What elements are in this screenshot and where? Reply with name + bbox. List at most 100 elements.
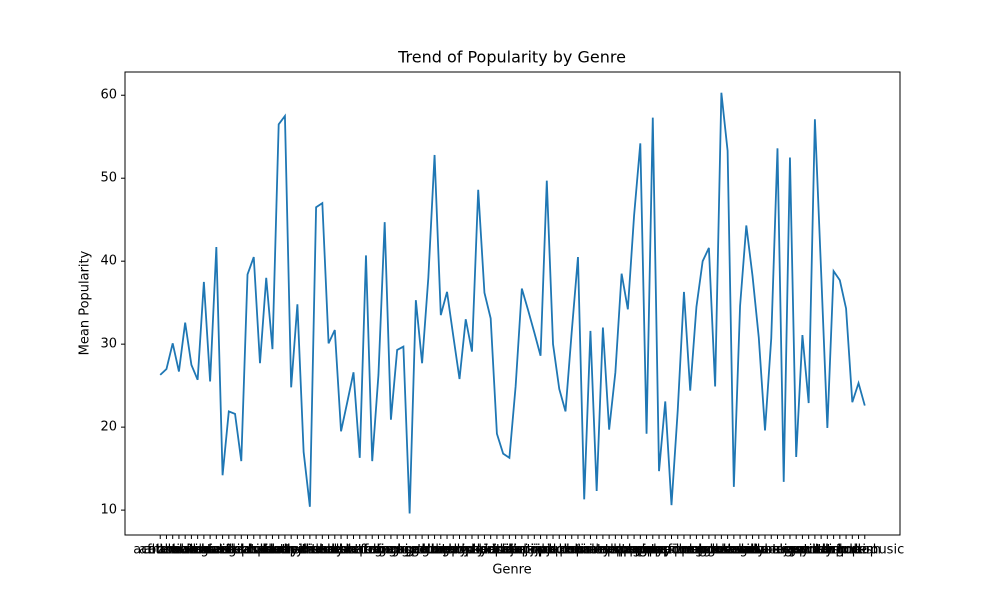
x-tick-label: trance <box>825 543 867 558</box>
x-tick-label: garage <box>374 543 420 558</box>
x-tick-label: ska <box>773 543 795 558</box>
x-tick-label: guitar <box>422 543 461 558</box>
x-tick-label: rockabilly <box>703 543 766 558</box>
x-tick-label: groove <box>406 543 451 558</box>
x-tick-label: heavy-metal <box>431 543 512 558</box>
x-tick-label: new-age <box>600 543 656 558</box>
x-tick-label: romance <box>712 543 769 558</box>
x-tick-label: j-pop <box>529 543 563 558</box>
x-tick-label: grunge <box>411 543 457 558</box>
x-tick-label: psych-rock <box>649 543 720 558</box>
x-tick-label: salsa <box>736 543 769 558</box>
x-tick-label: edm <box>333 543 362 558</box>
y-tick-label: 30 <box>100 337 117 352</box>
x-tick-label: sertanejo <box>735 543 796 558</box>
x-tick-label: chicago-house <box>194 543 288 558</box>
x-tick-label: opera <box>615 543 653 558</box>
x-tick-label: soul <box>789 543 816 558</box>
y-tick-label: 50 <box>100 171 117 186</box>
x-tick-label: r-n-b <box>687 543 717 558</box>
x-tick-label: reggaeton <box>682 543 749 558</box>
x-tick-label: piano <box>635 543 671 558</box>
x-tick-label: spanish <box>784 543 834 558</box>
x-tick-label: hard-rock <box>422 543 484 558</box>
x-tick-label: electro <box>331 543 376 558</box>
x-tick-label: singer-songwriter <box>721 543 835 558</box>
x-tick-label: techno <box>817 543 862 558</box>
x-tick-label: french <box>364 543 405 558</box>
x-tick-label: j-idol <box>524 543 557 558</box>
y-tick-label: 40 <box>100 254 117 269</box>
x-tick-label: pop <box>647 543 671 558</box>
x-tick-label: deep-house <box>265 543 341 558</box>
x-tick-label: cantopop <box>205 543 266 558</box>
x-tick-label: idm <box>485 543 510 558</box>
x-tick-label: world-music <box>825 543 904 558</box>
x-tick-label: bluegrass <box>172 543 235 558</box>
x-tick-label: rock <box>708 543 736 558</box>
x-tick-label: j-dance <box>509 543 558 558</box>
x-tick-label: study <box>797 543 833 558</box>
x-tick-label: punk <box>674 543 707 558</box>
x-tick-label: ambient <box>158 543 212 558</box>
x-tick-label: rock-n-roll <box>695 543 761 558</box>
x-tick-label: goth <box>401 543 431 558</box>
x-axis-label: Genre <box>492 563 531 578</box>
x-tick-label: progressive-house <box>618 543 737 558</box>
x-tick-label: metal <box>584 543 621 558</box>
x-tick-label: hip-hop <box>454 543 503 558</box>
x-tick-label: k-pop <box>547 543 584 558</box>
x-tick-label: alt-rock <box>148 543 198 558</box>
x-tick-label: party <box>629 543 664 558</box>
x-tick-label: dance <box>265 543 305 558</box>
x-tick-label: dub <box>322 543 347 558</box>
x-tick-label: punk-rock <box>664 543 729 558</box>
x-tick-label: samba <box>737 543 781 558</box>
y-tick-label: 10 <box>100 503 117 518</box>
y-tick-label: 20 <box>100 420 117 435</box>
x-tick-label: reggae <box>686 543 732 558</box>
x-tick-label: pagode <box>616 543 665 558</box>
x-tick-label: disco <box>299 543 333 558</box>
x-tick-label: british <box>208 543 249 558</box>
x-tick-label: happy <box>427 543 468 558</box>
x-tick-label: german <box>378 543 428 558</box>
x-tick-label: indie-pop <box>485 543 546 558</box>
x-tick-label: tango <box>815 543 853 558</box>
x-tick-label: black-metal <box>159 543 236 558</box>
x-tick-label: emo <box>352 543 381 558</box>
x-tick-label: latin <box>564 543 593 558</box>
x-tick-label: hardcore <box>431 543 489 558</box>
line-series <box>159 92 866 514</box>
x-tick-label: disney <box>301 543 344 558</box>
x-tick-label: indian <box>483 543 523 558</box>
x-tick-label: children <box>221 543 273 558</box>
y-axis-label: Mean Popularity <box>78 250 93 355</box>
x-tick-label: power-pop <box>637 543 706 558</box>
x-tick-label: alternative <box>144 543 214 558</box>
x-tick-label: comedy <box>247 543 299 558</box>
x-tick-label: honky-tonk <box>448 543 521 558</box>
x-tick-label: metalcore <box>576 543 642 558</box>
x-tick-label: mandopop <box>562 543 632 558</box>
x-tick-label: kids <box>559 543 585 558</box>
x-tick-label: house <box>471 543 510 558</box>
x-tick-label: sleep <box>773 543 808 558</box>
x-tick-label: funk <box>377 543 406 558</box>
x-tick-label: country <box>254 543 304 558</box>
x-tick-label: swedish <box>795 543 847 558</box>
x-tick-label: trip-hop <box>827 543 878 558</box>
x-tick-label: electronic <box>328 543 392 558</box>
x-tick-label: hardstyle <box>435 543 496 558</box>
x-tick-label: latino <box>566 543 603 558</box>
x-tick-label: show-tunes <box>734 543 809 558</box>
x-tick-label: acoustic <box>133 543 187 558</box>
x-tick-label: minimal-techno <box>565 543 667 558</box>
x-tick-label: pop-film <box>638 543 692 558</box>
x-tick-label: folk <box>360 543 384 558</box>
chart-title: Trend of Popularity by Genre <box>397 48 626 67</box>
x-tick-label: mpb <box>607 543 636 558</box>
x-tick-label: classical <box>233 543 288 558</box>
x-tick-label: indie <box>494 543 526 558</box>
